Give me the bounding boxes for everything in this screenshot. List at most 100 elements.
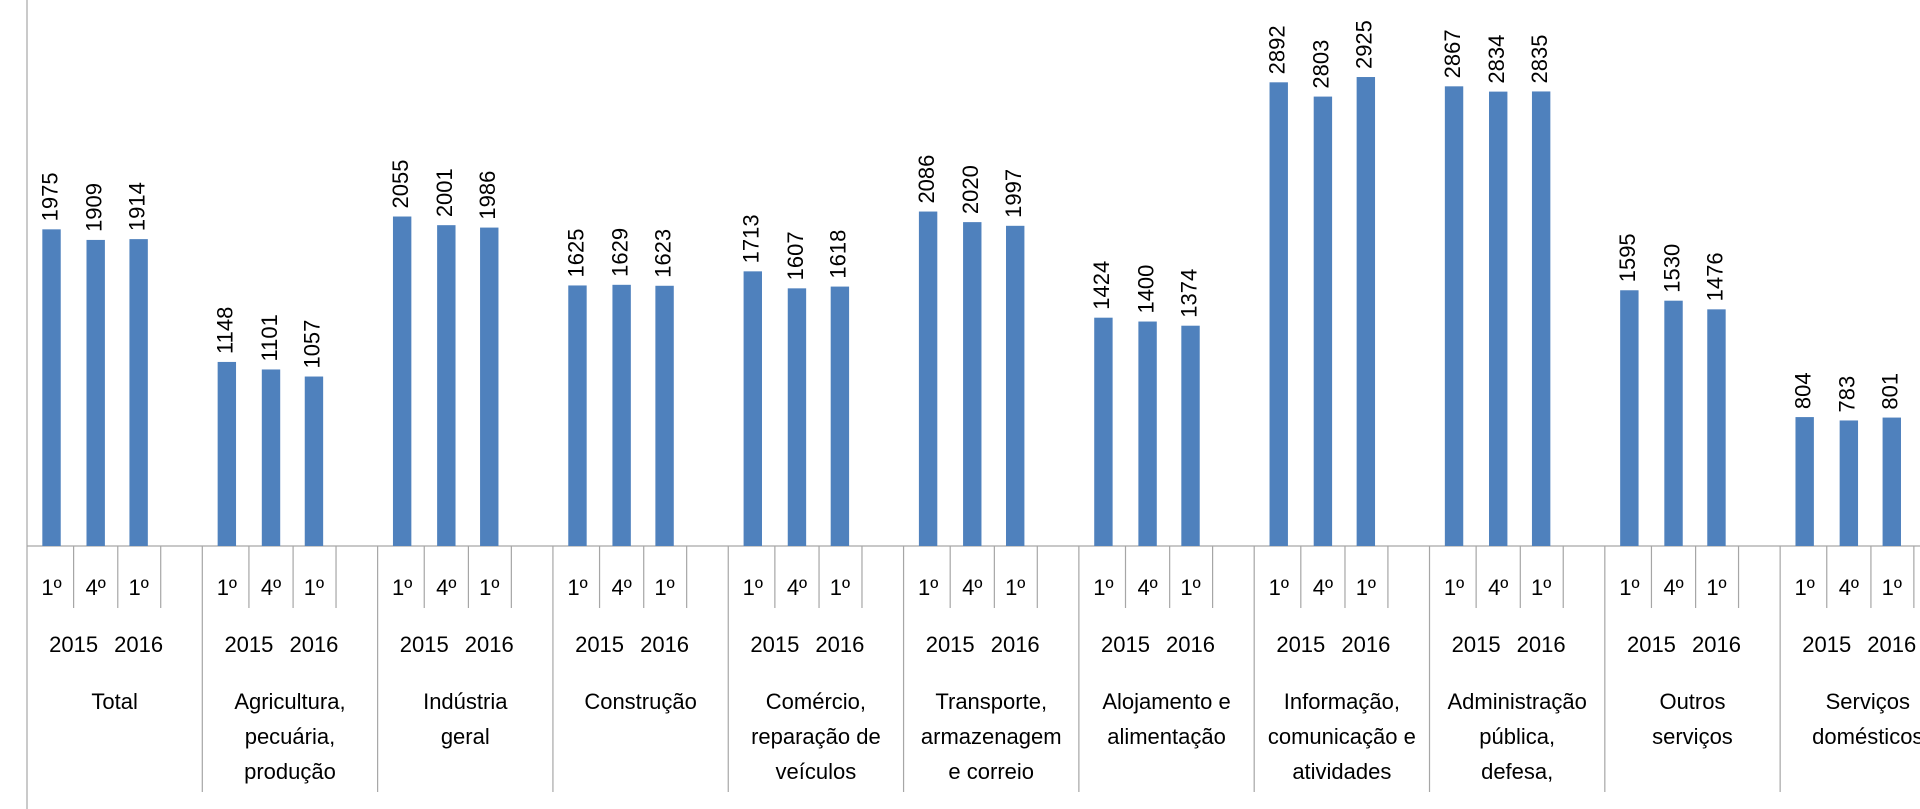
quarter-label: 4º xyxy=(1663,575,1683,600)
category-label: alimentação xyxy=(1107,724,1226,749)
year-label: 2016 xyxy=(1166,632,1215,657)
data-label: 1629 xyxy=(607,228,632,277)
quarter-label: 1º xyxy=(1882,575,1902,600)
data-label: 1986 xyxy=(475,171,500,220)
data-label: 783 xyxy=(1835,376,1860,413)
category-label: Outros xyxy=(1659,689,1725,714)
quarter-label: 1º xyxy=(1444,575,1464,600)
year-label: 2016 xyxy=(1867,632,1916,657)
category-label: domésticos xyxy=(1812,724,1920,749)
bar xyxy=(655,285,674,546)
data-label: 1618 xyxy=(826,230,851,279)
data-label: 2803 xyxy=(1309,40,1334,89)
category-label: reparação de xyxy=(751,724,881,749)
quarter-label: 1º xyxy=(1706,575,1726,600)
category-label: Transporte, xyxy=(935,689,1047,714)
quarter-label: 1º xyxy=(1269,575,1289,600)
quarter-label: 4º xyxy=(1313,575,1333,600)
year-label: 2016 xyxy=(114,632,163,657)
year-label: 2015 xyxy=(1276,632,1325,657)
bar xyxy=(1489,91,1508,547)
bar xyxy=(830,286,850,546)
data-label: 2834 xyxy=(1484,35,1509,84)
bar xyxy=(1444,86,1464,546)
quarter-label: 1º xyxy=(830,575,850,600)
category-label: atividades xyxy=(1292,759,1391,784)
year-label: 2015 xyxy=(1802,632,1851,657)
bar xyxy=(261,369,281,546)
year-label: 2016 xyxy=(1692,632,1741,657)
category-label: pública, xyxy=(1479,724,1555,749)
bar xyxy=(42,229,61,546)
data-label: 2086 xyxy=(914,155,939,204)
data-label: 2892 xyxy=(1265,25,1290,74)
quarter-label: 4º xyxy=(962,575,982,600)
data-label: 1374 xyxy=(1176,269,1201,318)
bar xyxy=(963,222,982,547)
data-label: 1909 xyxy=(82,183,107,232)
category-label: Administração xyxy=(1447,689,1586,714)
year-label: 2016 xyxy=(1517,632,1566,657)
quarter-label: 4º xyxy=(436,575,456,600)
quarter-label: 1º xyxy=(918,575,938,600)
quarter-label: 1º xyxy=(304,575,324,600)
quarter-label: 1º xyxy=(1180,575,1200,600)
bar xyxy=(1620,290,1639,546)
category-label: Informação, xyxy=(1284,689,1400,714)
quarter-label: 4º xyxy=(1488,575,1508,600)
data-label: 2020 xyxy=(958,165,983,214)
bar xyxy=(1882,417,1901,546)
quarter-label: 1º xyxy=(743,575,763,600)
year-label: 2016 xyxy=(991,632,1040,657)
category-label: Alojamento e xyxy=(1102,689,1230,714)
category-label: defesa, xyxy=(1481,759,1553,784)
quarter-label: 1º xyxy=(479,575,499,600)
bar xyxy=(1707,309,1726,546)
year-label: 2016 xyxy=(289,632,338,657)
data-label: 1595 xyxy=(1615,233,1640,282)
data-label: 1424 xyxy=(1089,261,1114,310)
year-label: 2015 xyxy=(1452,632,1501,657)
bar xyxy=(612,284,631,546)
quarter-label: 1º xyxy=(1356,575,1376,600)
year-label: 2016 xyxy=(815,632,864,657)
data-label: 1975 xyxy=(37,172,62,221)
data-label: 2055 xyxy=(388,160,413,209)
quarter-label: 1º xyxy=(1093,575,1113,600)
bar xyxy=(568,285,587,546)
category-label: Construção xyxy=(584,689,697,714)
year-label: 2015 xyxy=(49,632,98,657)
year-label: 2015 xyxy=(1627,632,1676,657)
year-label: 2015 xyxy=(400,632,449,657)
quarter-label: 4º xyxy=(611,575,631,600)
quarter-label: 1º xyxy=(567,575,587,600)
quarter-label: 1º xyxy=(41,575,61,600)
data-label: 804 xyxy=(1790,372,1815,409)
data-label: 1914 xyxy=(124,182,149,231)
bar xyxy=(437,225,456,546)
bar xyxy=(1664,300,1683,546)
data-label: 1713 xyxy=(739,214,764,263)
quarter-label: 1º xyxy=(1531,575,1551,600)
data-label: 1101 xyxy=(257,314,282,361)
bar xyxy=(1269,82,1288,546)
quarter-label: 1º xyxy=(1619,575,1639,600)
year-label: 2016 xyxy=(465,632,514,657)
data-label: 1607 xyxy=(783,231,808,280)
category-label: e correio xyxy=(948,759,1034,784)
quarter-label: 1º xyxy=(1795,575,1815,600)
data-label: 1148 xyxy=(213,307,238,354)
year-label: 2015 xyxy=(224,632,273,657)
year-label: 2015 xyxy=(926,632,975,657)
bar xyxy=(86,239,105,547)
data-label: 2867 xyxy=(1440,29,1465,78)
bar xyxy=(1138,321,1157,546)
data-label: 1625 xyxy=(563,229,588,278)
data-label: 1476 xyxy=(1702,252,1727,301)
quarter-label: 4º xyxy=(1839,575,1859,600)
year-label: 2015 xyxy=(575,632,624,657)
data-label: 1057 xyxy=(300,320,325,369)
data-label: 2925 xyxy=(1352,20,1377,69)
